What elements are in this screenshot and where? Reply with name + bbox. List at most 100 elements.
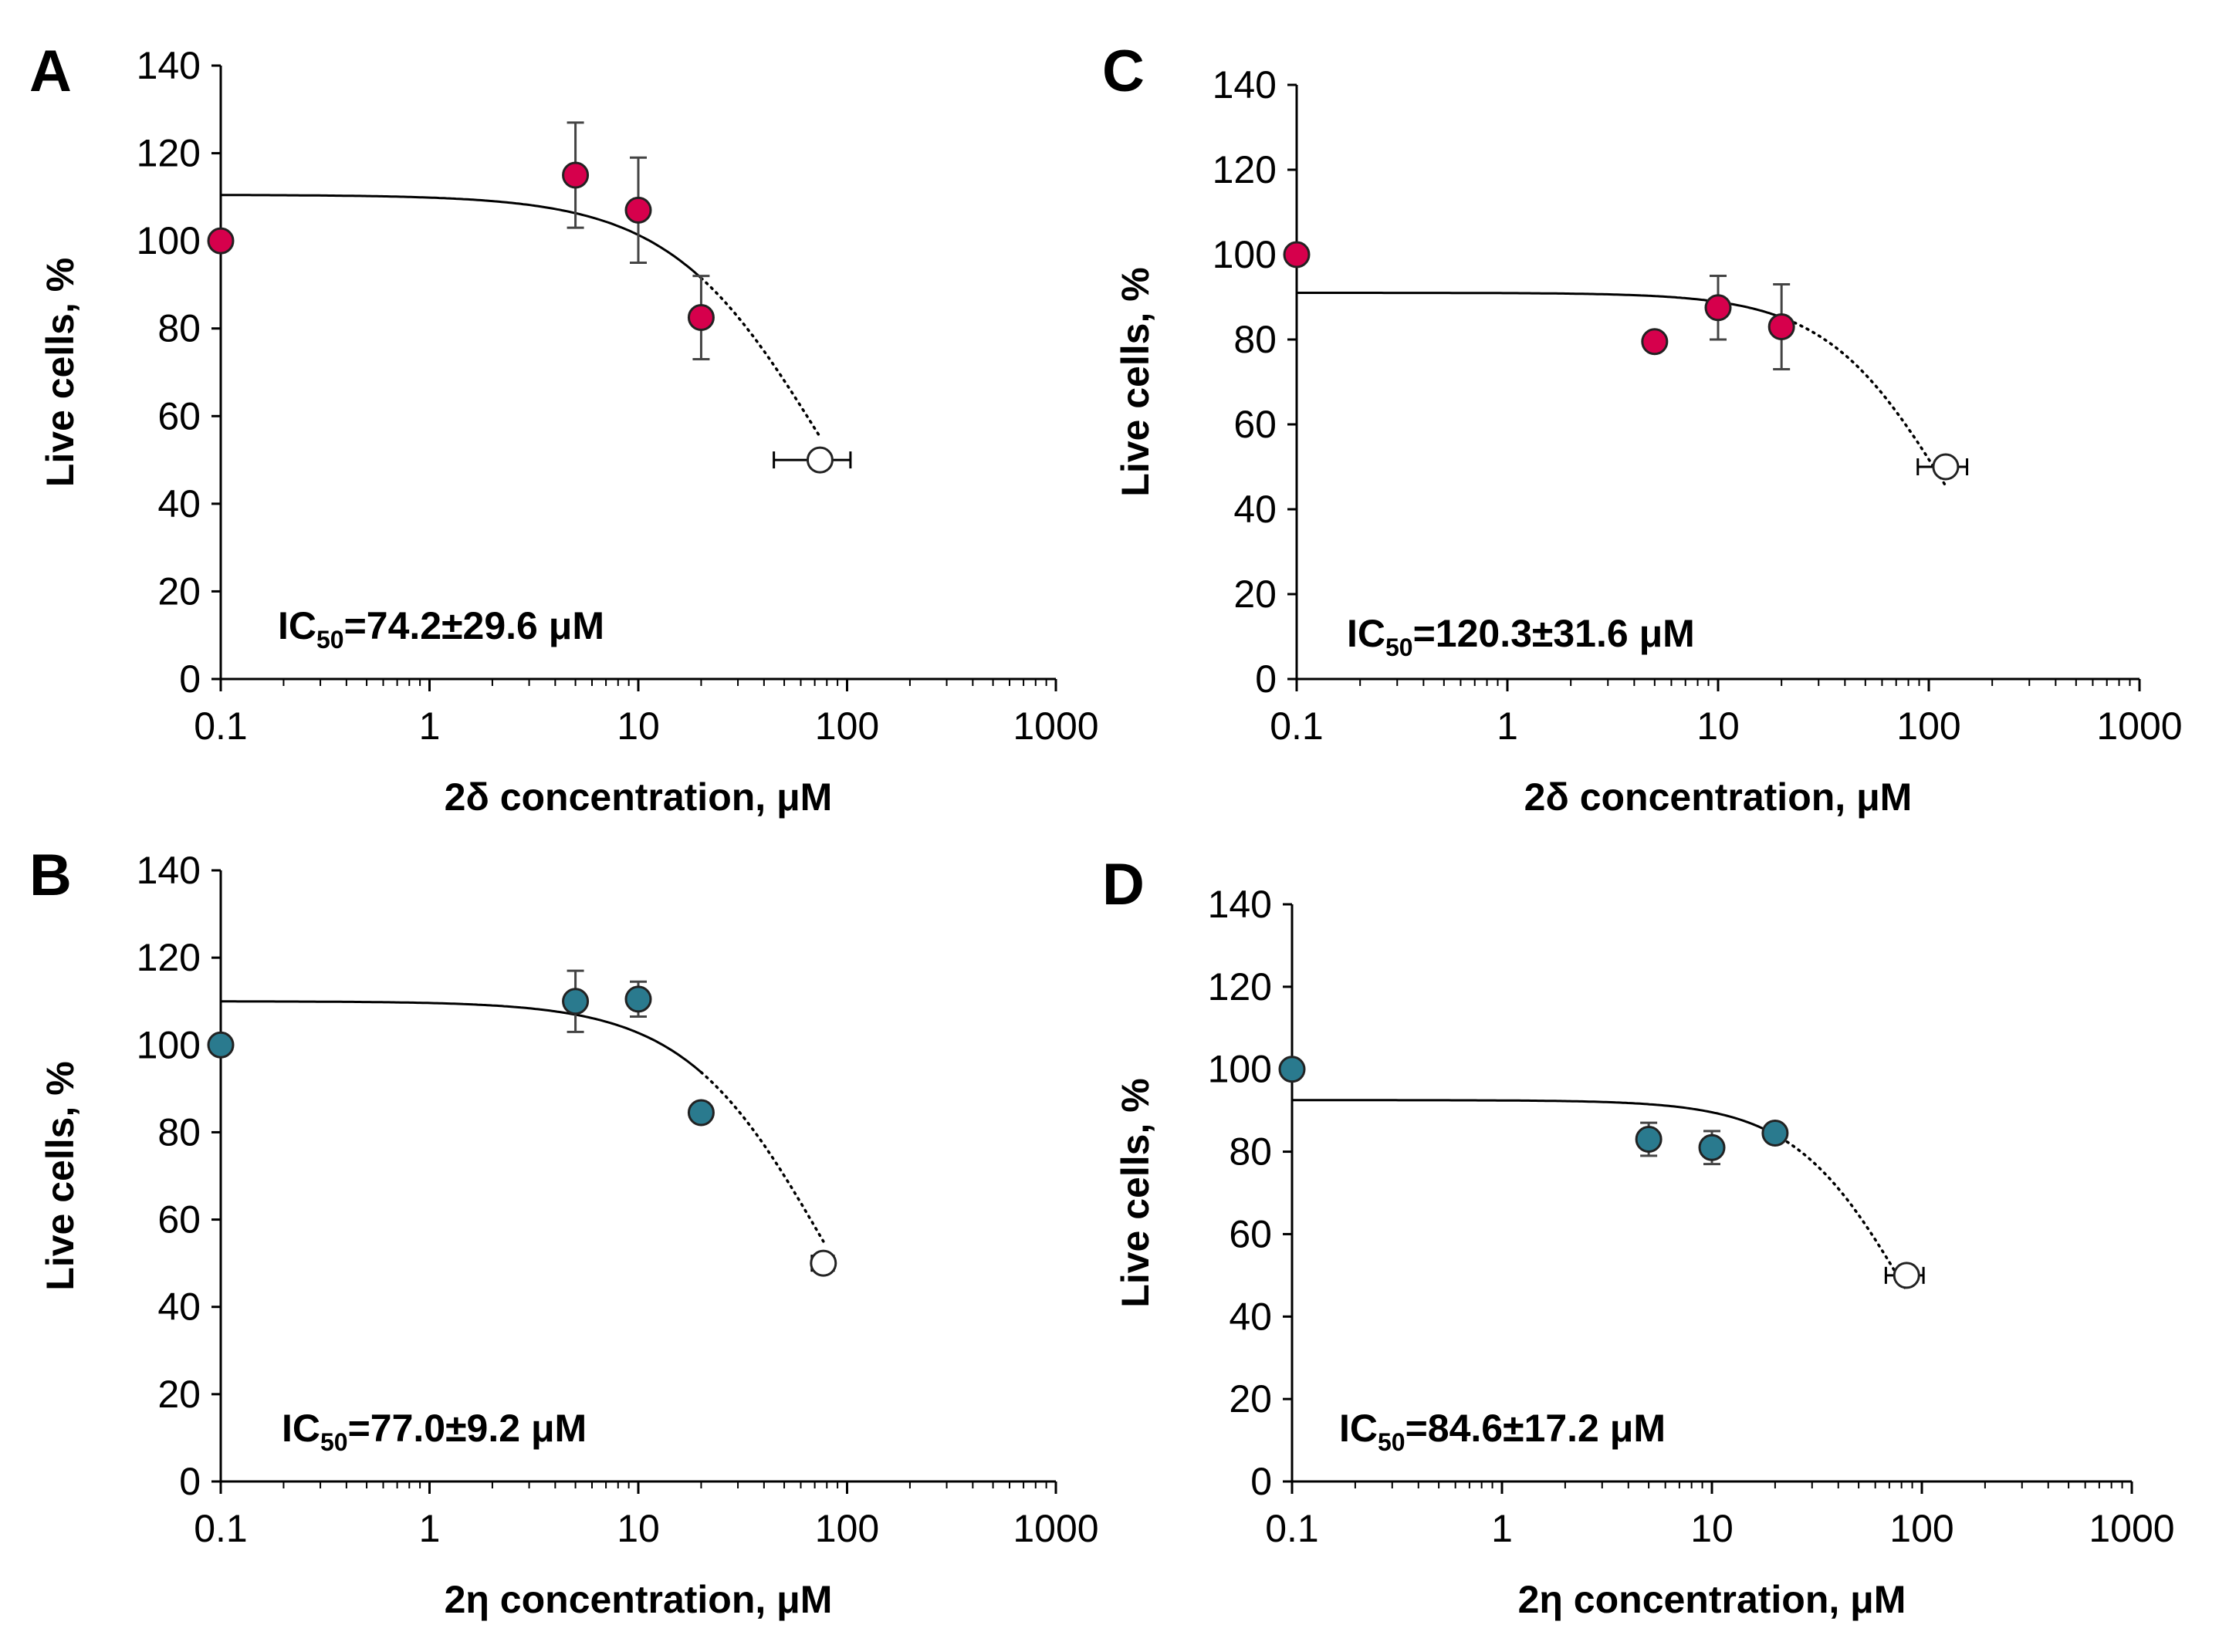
y-tick-label: 0: [179, 1460, 201, 1503]
data-point: [1641, 328, 1669, 356]
x-tick-label: 1: [1497, 704, 1518, 748]
fit-curve-extrapolated: [699, 1070, 825, 1243]
y-tick-label: 0: [179, 657, 201, 701]
x-tick-label: 1000: [1013, 704, 1098, 748]
x-tick-label: 0.1: [194, 1507, 248, 1550]
y-tick-label: 100: [137, 1023, 201, 1066]
ic50-point: [810, 1249, 837, 1277]
y-tick-label: 40: [157, 482, 201, 525]
x-axis-title: 2η concentration, μM: [445, 1578, 833, 1621]
panel-b: B 0 20 40 60 80 100 120 140 0.1 1 10 100 1000 2η conce…: [29, 843, 1099, 1621]
y-tick-label: 120: [1208, 965, 1272, 1008]
y-tick-label: 40: [1233, 488, 1277, 531]
y-tick-label: 120: [1213, 148, 1277, 191]
x-axis-title: 2δ concentration, μM: [1524, 775, 1913, 819]
y-tick-label: 140: [137, 849, 201, 892]
y-tick-label: 60: [157, 394, 201, 437]
x-tick-label: 1000: [1013, 1507, 1098, 1550]
x-tick-label: 10: [617, 704, 660, 748]
y-tick-label: 100: [1213, 233, 1277, 276]
fit-curve: [1292, 1099, 1776, 1136]
data-point: [562, 161, 590, 189]
fit-curve-extrapolated: [699, 276, 822, 439]
x-tick-label: 100: [815, 704, 879, 748]
x-tick-label: 100: [1889, 1507, 1953, 1550]
x-tick-label: 0.1: [194, 704, 248, 748]
ic50-point: [1893, 1262, 1920, 1289]
data-point: [207, 1031, 235, 1059]
data-point: [687, 1099, 715, 1127]
x-tick-label: 10: [1696, 704, 1740, 748]
y-axis-title: Live cells, %: [1114, 267, 1157, 496]
ic50-point: [1932, 453, 1960, 481]
y-tick-label: 0: [1255, 657, 1277, 701]
data-point: [1278, 1056, 1306, 1083]
data-point: [1704, 294, 1732, 322]
ic50-label: IC50=74.2±29.6 μM: [278, 604, 604, 654]
y-tick-label: 140: [137, 44, 201, 87]
y-axis-title: Live cells, %: [39, 258, 82, 487]
y-tick-label: 80: [1233, 318, 1277, 361]
y-tick-label: 140: [1213, 63, 1277, 106]
y-tick-label: 100: [137, 219, 201, 262]
panel-letter: A: [29, 39, 72, 104]
x-tick-label: 100: [815, 1507, 879, 1550]
y-tick-label: 40: [157, 1285, 201, 1329]
x-tick-label: 0.1: [1265, 1507, 1319, 1550]
panel-letter: D: [1102, 852, 1145, 917]
y-tick-label: 80: [157, 307, 201, 350]
x-tick-label: 1000: [2089, 1507, 2174, 1550]
x-axis-title: 2η concentration, μM: [1518, 1578, 1906, 1621]
panel-letter: B: [29, 843, 72, 908]
x-axis-title: 2δ concentration, μM: [445, 775, 833, 819]
data-point: [1283, 241, 1311, 269]
ic50-label: IC50=84.6±17.2 μM: [1339, 1407, 1666, 1456]
ic50-point: [806, 446, 834, 474]
x-tick-label: 10: [617, 1507, 660, 1550]
y-tick-label: 120: [137, 936, 201, 979]
y-tick-label: 140: [1208, 883, 1272, 926]
panel-letter: C: [1102, 39, 1145, 104]
data-point: [207, 227, 235, 255]
fit-curve-extrapolated: [1780, 316, 1947, 488]
x-tick-label: 1: [419, 704, 441, 748]
x-tick-label: 100: [1896, 704, 1960, 748]
y-tick-label: 80: [1229, 1130, 1272, 1174]
fit-curve: [1297, 292, 1782, 319]
y-tick-label: 20: [1229, 1377, 1272, 1421]
panel-c: C 0 20 40 60 80 100 120 140 0.1 1 10 100 1000 2δ conce…: [1102, 39, 2183, 819]
ic50-label: IC50=77.0±9.2 μM: [282, 1407, 587, 1456]
y-tick-label: 120: [137, 132, 201, 175]
data-point: [1698, 1133, 1726, 1161]
y-tick-label: 0: [1250, 1460, 1272, 1503]
x-tick-label: 1: [1491, 1507, 1513, 1550]
fit-curve: [220, 194, 702, 279]
fit-curve: [221, 1000, 702, 1073]
data-point: [624, 196, 652, 224]
y-tick-label: 40: [1229, 1295, 1272, 1338]
ic50-label: IC50=120.3±31.6 μM: [1347, 612, 1695, 661]
x-tick-label: 10: [1690, 1507, 1734, 1550]
y-tick-label: 60: [157, 1198, 201, 1242]
y-tick-label: 60: [1229, 1212, 1272, 1255]
panel-d: D 0 20 40 60 80 100 120 140 0.1 1 10 100 1000 2η conce…: [1102, 852, 2175, 1621]
y-tick-label: 20: [157, 569, 201, 613]
data-point: [624, 985, 652, 1013]
data-point: [1761, 1120, 1789, 1147]
data-point: [562, 988, 590, 1015]
data-point: [1767, 313, 1795, 340]
y-tick-label: 20: [1233, 573, 1277, 616]
y-tick-label: 20: [157, 1373, 201, 1416]
x-tick-label: 0.1: [1270, 704, 1324, 748]
data-point: [1635, 1126, 1663, 1154]
data-point: [687, 304, 715, 332]
x-tick-label: 1000: [2096, 704, 2182, 748]
panel-a: A 0 20 40 60 80 100 120 140 0.1 1 10 100 1000 2δ conce…: [29, 39, 1099, 819]
y-tick-label: 80: [157, 1110, 201, 1154]
y-axis-title: Live cells, %: [1114, 1078, 1157, 1307]
y-tick-label: 60: [1233, 403, 1277, 446]
y-tick-label: 100: [1208, 1048, 1272, 1091]
x-tick-label: 1: [419, 1507, 441, 1550]
y-axis-title: Live cells, %: [39, 1061, 82, 1290]
